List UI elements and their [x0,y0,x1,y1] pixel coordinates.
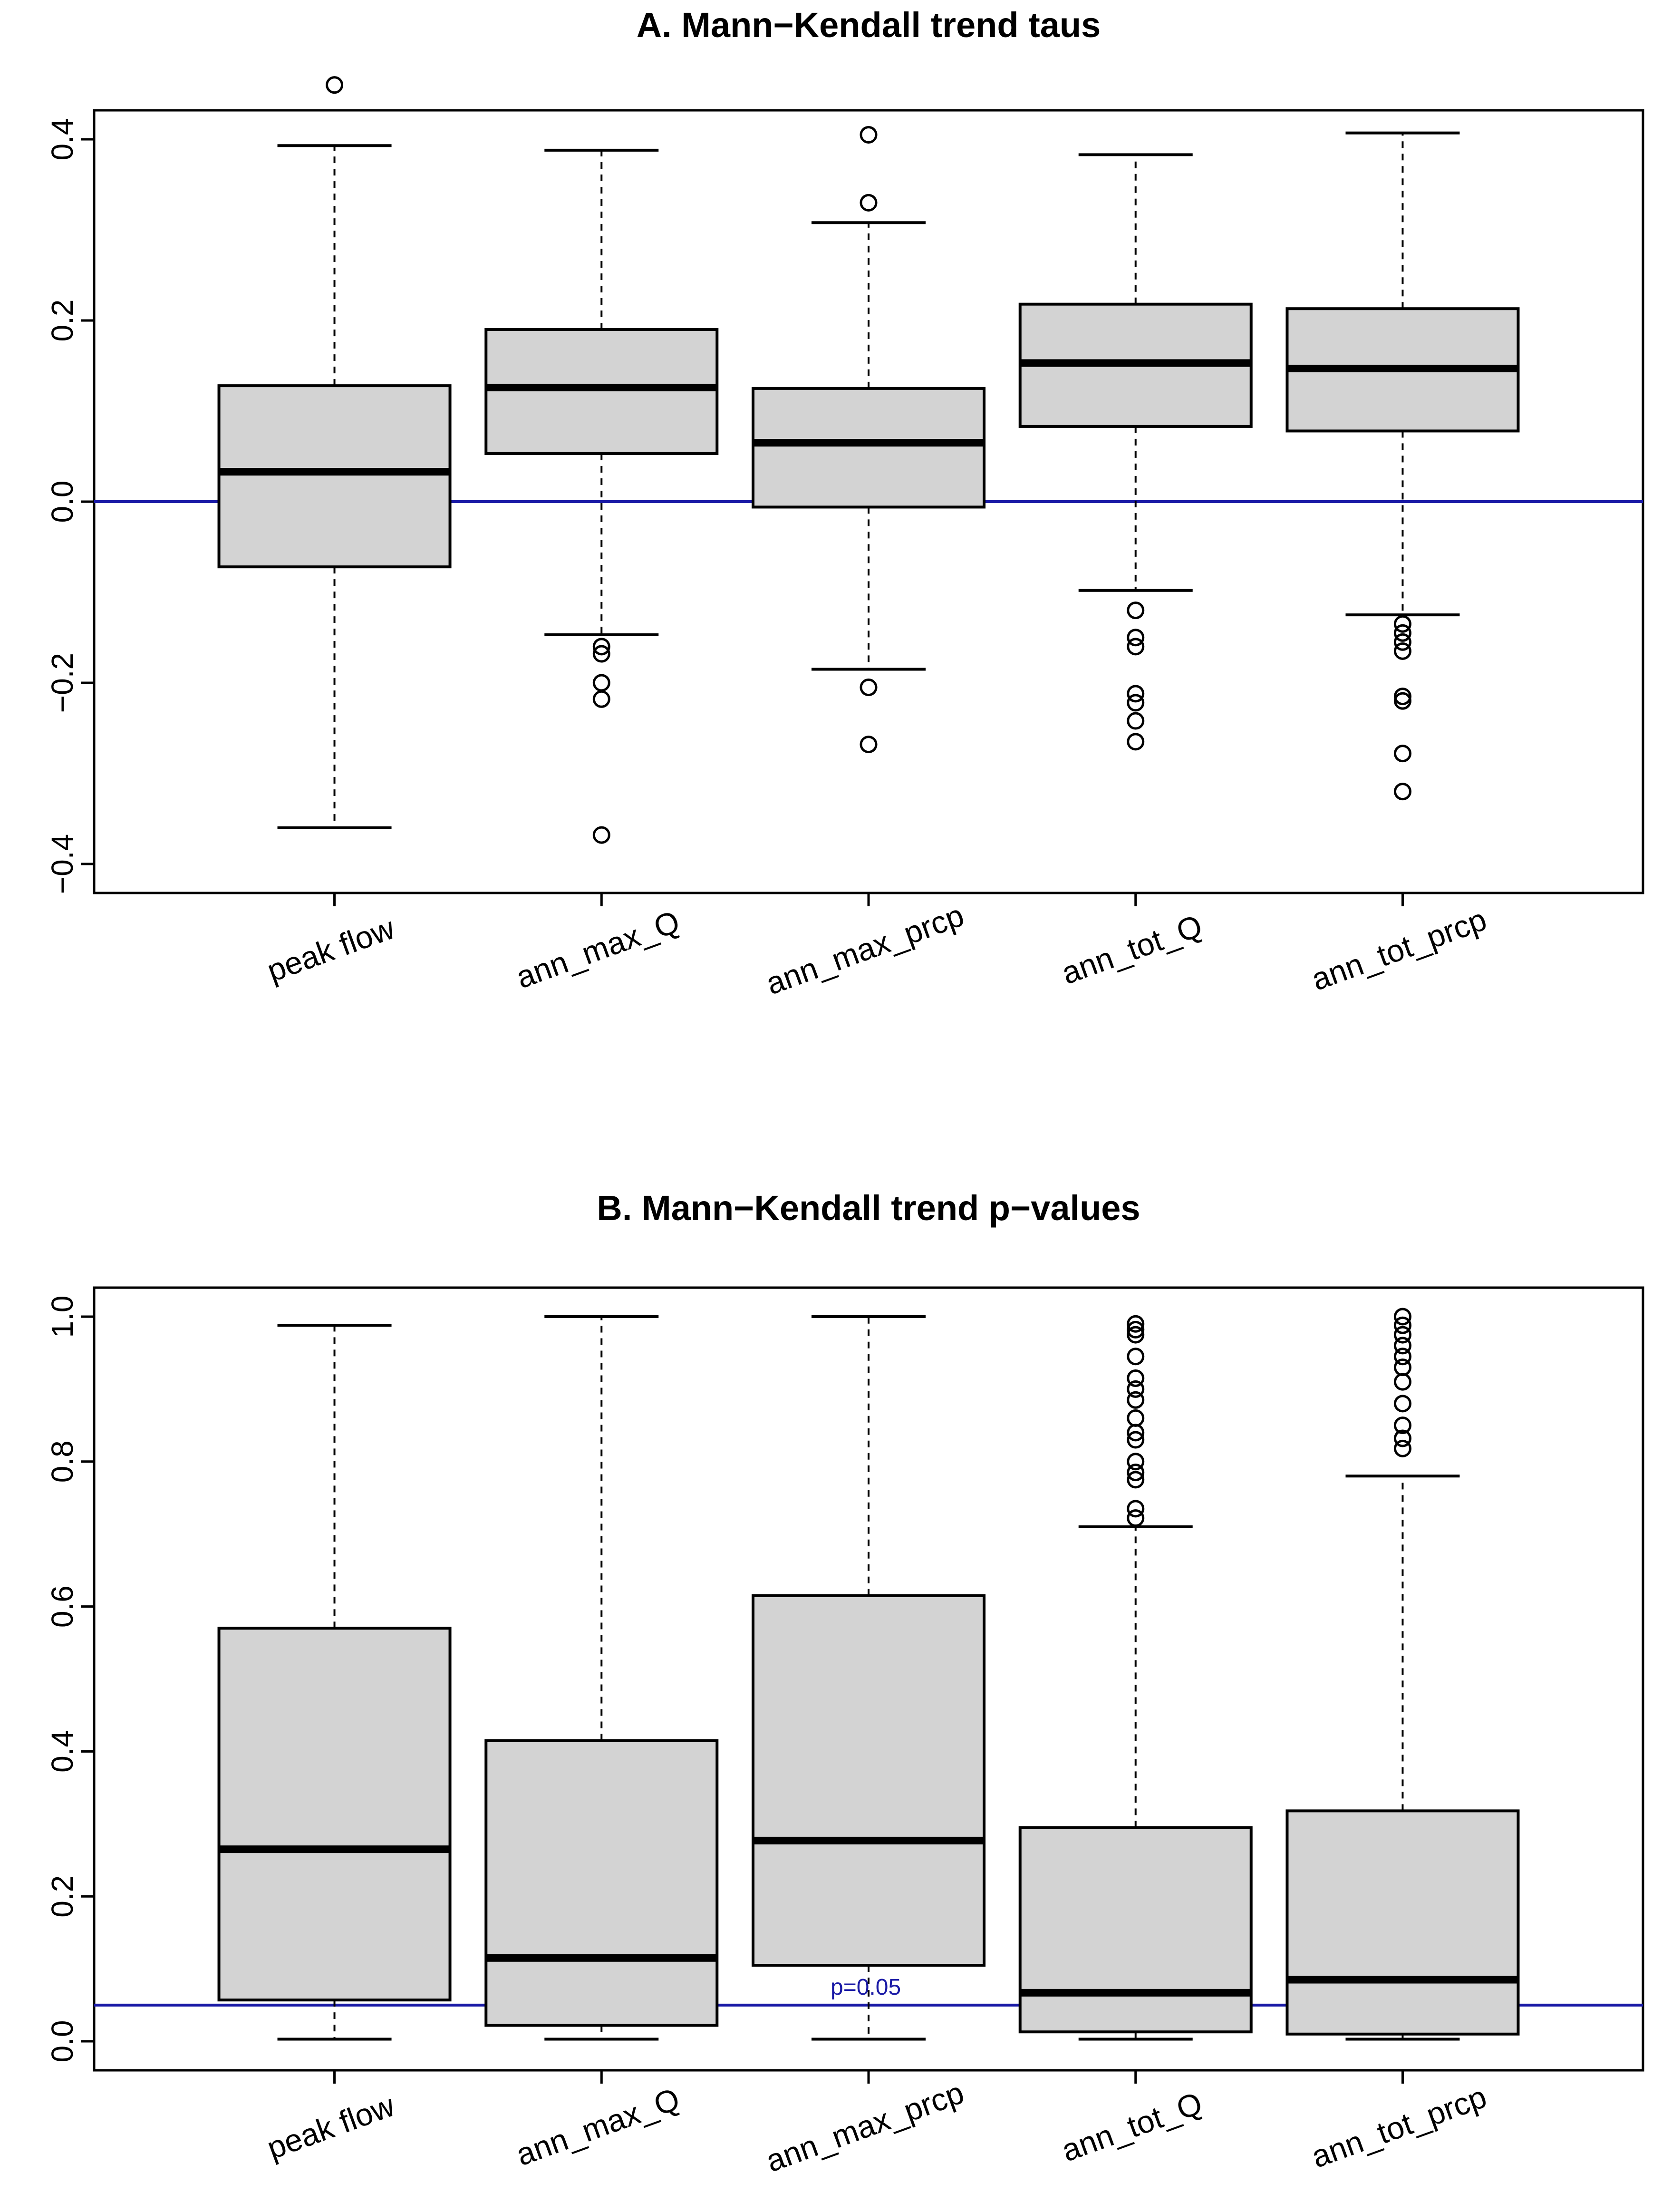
outlier-point [592,690,610,708]
iqr-box [752,387,986,509]
outlier-point [592,826,610,844]
category-label: ann_max_prcp [761,2075,968,2179]
category-label: ann_max_prcp [761,897,968,1001]
y-tick-label: 0.6 [45,1585,79,1628]
outlier-point [860,126,878,144]
outlier-point [1393,1348,1411,1366]
category-label: ann_max_Q [512,903,684,995]
category-label: ann_tot_Q [1057,908,1207,991]
chart-title: A. Mann−Kendall trend taus [637,5,1101,45]
outlier-point [326,76,344,94]
y-tick-label: 0.0 [45,2020,79,2063]
outlier-point [1127,1500,1145,1518]
box-ann-tot-prcp [1285,1308,1520,2041]
outlier-point [1393,615,1411,633]
category-label: ann_tot_prcp [1307,2079,1491,2174]
y-tick-label: 0.4 [45,1730,79,1773]
outlier-point [1393,1308,1411,1326]
outlier-point [1393,633,1411,651]
outlier-point [1127,1315,1145,1333]
outlier-point [1127,1464,1145,1482]
outlier-point [1393,1358,1411,1377]
outlier-point [1393,1429,1411,1447]
iqr-box [752,1594,986,1967]
box-peak-flow [217,76,452,829]
outlier-point [1127,685,1145,703]
iqr-box [484,328,719,456]
category-label: peak flow [262,910,399,989]
box-ann-max-q [484,148,719,844]
category-label: peak flow [262,2087,399,2166]
outlier-point [592,645,610,663]
category-label: ann_tot_Q [1057,2085,1207,2168]
box-ann-max-prcp [752,1315,986,2041]
outlier-point [860,679,878,697]
outlier-point [1127,602,1145,620]
y-tick-label: −0.4 [45,834,79,894]
outlier-point [860,736,878,754]
y-tick-label: 1.0 [45,1295,79,1338]
outlier-point [1127,638,1145,656]
box-peak-flow [217,1324,452,2041]
outlier-point [1393,1373,1411,1391]
y-tick-label: −0.2 [45,653,79,713]
iqr-box [1018,1826,1253,2034]
outlier-point [1393,624,1411,642]
category-label: ann_max_Q [512,2081,684,2173]
y-tick-label: 0.4 [45,118,79,160]
outlier-point [1127,733,1145,751]
outlier-point [1393,745,1411,763]
outlier-point [1393,1416,1411,1435]
outlier-point [1127,1391,1145,1409]
category-label: ann_tot_prcp [1307,902,1491,997]
reference-line-label: p=0.05 [831,1975,901,2000]
outlier-point [1127,1409,1145,1427]
outlier-point [1127,1509,1145,1527]
box-ann-max-prcp [752,126,986,754]
panel-taus: A. Mann−Kendall trend taus −0.4 −0.2 0.0 0.… [45,5,1644,1001]
panel-pvalues: B. Mann−Kendall trend p−values p=0.05 0.0… [45,1188,1644,2179]
outlier-point [1127,1453,1145,1471]
outlier-point [1127,1348,1145,1366]
outlier-point [1393,642,1411,660]
outlier-point [592,674,610,692]
outlier-point [1393,1326,1411,1344]
y-tick-label: 0.2 [45,1875,79,1918]
outlier-point [860,194,878,212]
outlier-point [1393,1337,1411,1355]
outlier-point [1127,1431,1145,1449]
outlier-point [1393,1316,1411,1334]
outlier-point [1127,1369,1145,1387]
y-tick-label: 0.2 [45,299,79,341]
outlier-point [1393,692,1411,710]
chart-title: B. Mann−Kendall trend p−values [597,1188,1140,1228]
iqr-box [217,384,452,569]
outlier-point [1127,1471,1145,1489]
iqr-box [1285,1809,1520,2036]
y-tick-label: 0.0 [45,481,79,523]
iqr-box [217,1627,452,2002]
outlier-point [1127,712,1145,730]
outlier-point [1393,688,1411,706]
box-ann-max-q [484,1315,719,2041]
box-ann-tot-q [1018,153,1253,751]
outlier-point [1127,1380,1145,1398]
outlier-point [1393,1439,1411,1457]
iqr-box [484,1739,719,2027]
outlier-point [1127,1320,1145,1339]
outlier-point [1127,694,1145,712]
outlier-point [1127,1326,1145,1344]
outlier-point [1127,629,1145,647]
y-tick-label: 0.8 [45,1440,79,1483]
box-ann-tot-q [1018,1315,1253,2041]
outlier-point [1393,783,1411,801]
box-ann-tot-prcp [1285,131,1520,801]
outlier-point [1393,1395,1411,1413]
outlier-point [592,638,610,656]
